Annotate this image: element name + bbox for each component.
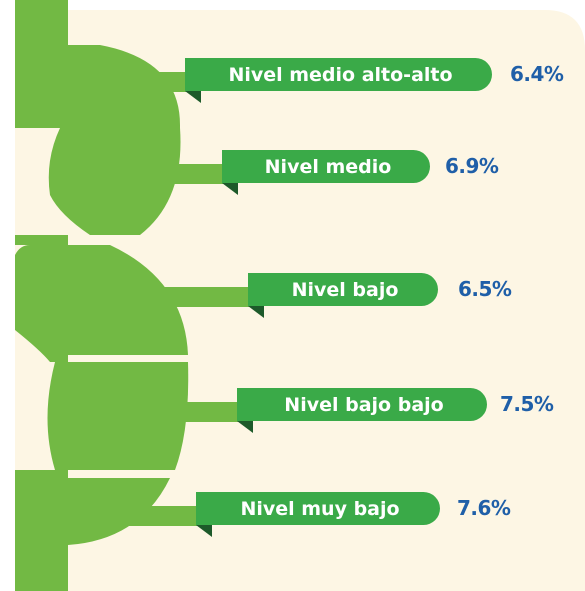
connector — [100, 506, 211, 526]
label-pill — [196, 492, 441, 525]
percentage: 7.6% — [457, 496, 511, 520]
level-label: Nivel bajo — [292, 279, 399, 301]
percentage: 6.5% — [458, 277, 512, 301]
level-label: Nivel medio alto-alto — [228, 64, 452, 86]
level-label: Nivel muy bajo — [240, 498, 399, 520]
dollar-sign — [0, 0, 189, 591]
ribbon-fold — [237, 421, 253, 433]
ribbon-fold — [196, 525, 212, 537]
label-pill — [248, 273, 439, 306]
connector — [100, 287, 263, 307]
ribbon-fold — [248, 306, 264, 318]
connector — [100, 402, 252, 422]
level-label: Nivel medio — [265, 156, 392, 178]
ribbon-fold — [185, 91, 201, 103]
ribbon-fold — [222, 183, 238, 195]
level-label: Nivel bajo bajo — [284, 394, 443, 416]
connector — [100, 164, 237, 184]
label-pill — [185, 58, 492, 91]
label-pill — [237, 388, 487, 421]
percentage: 6.9% — [445, 154, 499, 178]
percentage: 6.4% — [510, 62, 564, 86]
connector — [100, 72, 200, 92]
percentage: 7.5% — [500, 392, 554, 416]
label-pill — [222, 150, 430, 183]
